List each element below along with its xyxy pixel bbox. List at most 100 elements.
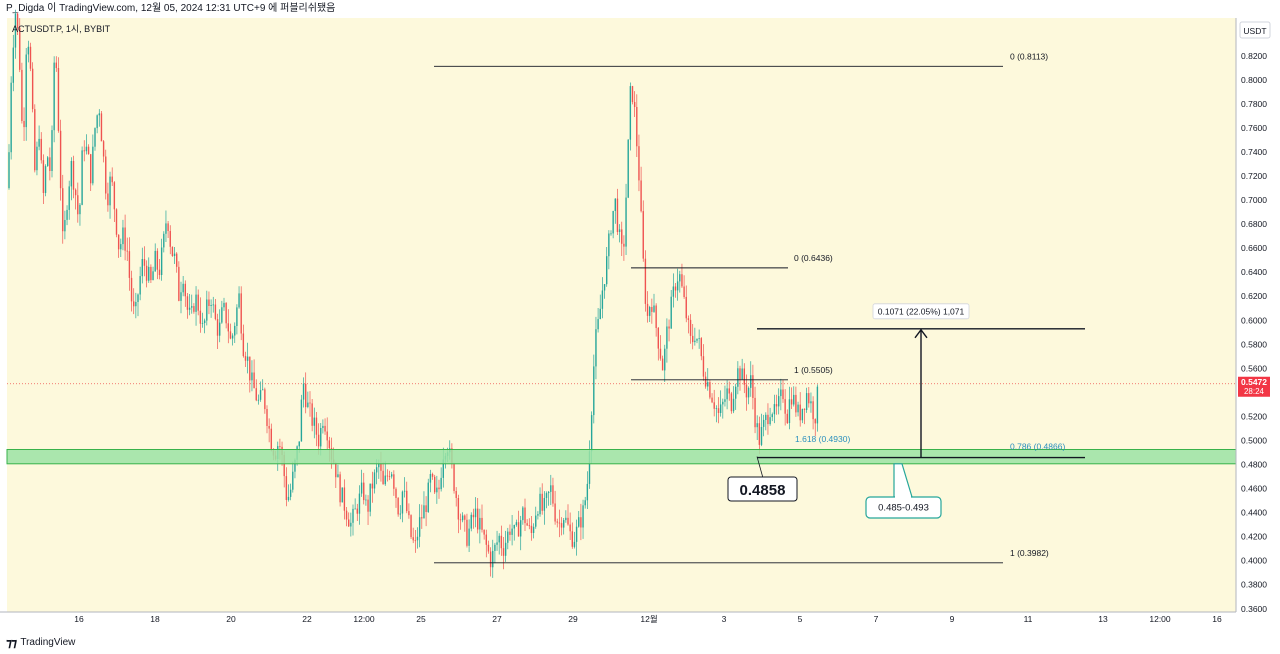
candle-body — [410, 515, 412, 538]
candle-body — [739, 368, 741, 380]
candle-body — [90, 154, 92, 184]
candle-body — [369, 483, 371, 512]
candle-body — [790, 399, 793, 405]
candle-body — [795, 394, 797, 413]
candle-body — [477, 508, 479, 530]
price-tick-label: 0.6600 — [1241, 243, 1267, 253]
support-zone[interactable] — [6, 448, 1237, 465]
candle-body — [517, 522, 520, 537]
candle-body — [575, 526, 578, 542]
candle-body — [590, 415, 593, 452]
candle-body — [221, 307, 223, 323]
candle-body — [507, 531, 509, 543]
candle-body — [87, 146, 90, 155]
candle-body — [616, 198, 619, 232]
candle-body — [367, 499, 369, 512]
candle-body — [208, 299, 210, 306]
candle-body — [111, 176, 113, 183]
candle-body — [765, 414, 767, 420]
candle-body — [148, 266, 150, 281]
candle-body — [515, 522, 518, 526]
candle-body — [431, 474, 434, 477]
candle-body — [466, 519, 468, 546]
price-axis[interactable]: 0.3600 0.3800 0.4000 0.4200 0.4400 0.4600 0.48… — [1235, 18, 1280, 614]
candle-body — [610, 233, 612, 235]
candle-body — [216, 319, 219, 336]
candle-body — [406, 490, 408, 512]
candle-body — [268, 426, 270, 429]
candle-body — [494, 544, 496, 551]
candle-body — [98, 113, 100, 116]
price-tick-label: 0.4800 — [1241, 460, 1267, 470]
candle-body — [627, 139, 629, 198]
candle-body — [266, 409, 268, 426]
candle-body — [203, 320, 206, 323]
candle-body — [188, 307, 191, 310]
candle-body — [66, 209, 68, 220]
candle-body — [599, 308, 601, 319]
candle-body — [429, 474, 432, 483]
candle-body — [808, 393, 810, 404]
tradingview-logo[interactable]: ⁊⁊ TradingView — [6, 632, 75, 654]
candle-body — [571, 531, 573, 547]
candle-body — [113, 182, 116, 210]
candle-body — [567, 517, 569, 525]
time-axis[interactable]: 16 18 20 22 12:00 25 27 29 12월 3 5 7 9 11 13 12:00 16 — [0, 611, 1280, 632]
candle-body — [509, 531, 511, 535]
candle-body — [578, 517, 580, 527]
candle-body — [55, 62, 57, 69]
candle-body — [805, 393, 808, 410]
candle-body — [569, 524, 571, 532]
candle-body — [300, 399, 303, 442]
candle-body — [141, 259, 143, 277]
plot-area[interactable] — [7, 18, 1236, 612]
candle-body — [137, 294, 139, 302]
candle-body — [29, 46, 32, 69]
candle-body — [558, 522, 561, 524]
candle-body — [614, 198, 616, 211]
candle-body — [160, 247, 163, 275]
candle-body — [251, 372, 253, 381]
candle-body — [150, 266, 152, 281]
candle-body — [382, 470, 384, 485]
time-tick-label: 9 — [950, 614, 955, 624]
candle-body — [72, 161, 75, 190]
price-tick-label: 0.7200 — [1241, 171, 1267, 181]
currency-button[interactable] — [1239, 21, 1271, 39]
candle-body — [769, 417, 771, 425]
candle-body — [638, 146, 640, 181]
candle-body — [154, 250, 156, 272]
candle-body — [629, 86, 632, 140]
candle-body — [163, 233, 165, 248]
candle-body — [384, 475, 386, 485]
price-axis-bg — [1236, 18, 1280, 612]
candle-body — [47, 157, 49, 167]
candle-body — [457, 498, 460, 520]
candle-body — [767, 414, 769, 425]
candle-body — [711, 397, 713, 403]
candle-body — [814, 419, 816, 424]
candle-body — [468, 528, 470, 546]
candle-body — [386, 475, 389, 477]
price-tick-label: 0.3600 — [1241, 604, 1267, 614]
candle-body — [713, 402, 715, 409]
candle-body — [345, 510, 348, 520]
candle-body — [107, 193, 109, 206]
candle-body — [74, 189, 77, 196]
fib-level-label: 1.618 (0.4930) — [795, 434, 850, 444]
candle-body — [550, 485, 552, 492]
candle-body — [115, 209, 118, 235]
candle-body — [70, 161, 73, 187]
candle-body — [85, 146, 88, 152]
candle-body — [176, 253, 178, 267]
candle-body — [307, 402, 309, 407]
currency-label: USDT — [1243, 26, 1266, 36]
candle-body — [593, 366, 595, 416]
candle-body — [322, 425, 324, 428]
low-marker-box[interactable] — [727, 476, 798, 502]
candle-body — [722, 401, 724, 405]
price-tick-label: 0.8000 — [1241, 75, 1267, 85]
candle-body — [378, 463, 380, 468]
candle-body — [780, 389, 782, 397]
